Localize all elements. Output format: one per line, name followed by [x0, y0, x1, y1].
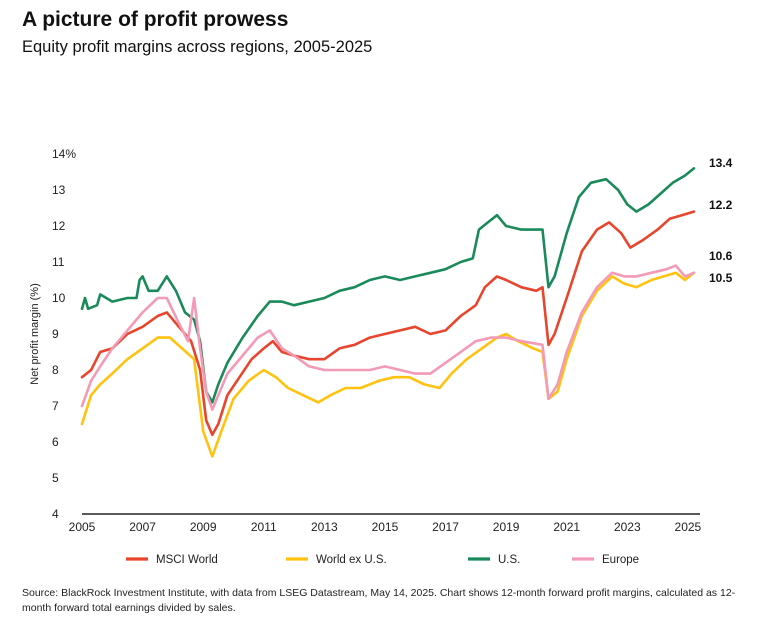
series-line-u-s	[80, 167, 696, 404]
y-tick-label: 5	[52, 471, 59, 485]
end-label: 10.5	[709, 271, 733, 285]
series-line-europe	[80, 264, 696, 411]
x-tick-label: 2021	[553, 520, 580, 534]
x-axis-ticks: 2005 2007 2009 2011 2013 2015 2017 2019 2021 2023…	[69, 520, 702, 534]
legend-label: World ex U.S.	[316, 554, 387, 566]
y-tick-label: 4	[52, 507, 59, 521]
end-label: 12.2	[709, 198, 733, 212]
x-tick-label: 2015	[372, 520, 399, 534]
y-tick-label: 8	[52, 363, 59, 377]
end-label: 10.6	[709, 249, 733, 263]
y-tick-label: 7	[52, 399, 59, 413]
y-tick-label: 11	[52, 255, 65, 269]
y-tick-label: 13	[52, 183, 66, 197]
x-tick-label: 2023	[614, 520, 641, 534]
y-tick-label: 10	[52, 291, 66, 305]
source-note: Source: BlackRock Investment Institute, …	[22, 587, 736, 615]
page-subtitle: Equity profit margins across regions, 20…	[22, 38, 373, 56]
y-axis-ticks: 4 5 6 7 8 9 10 11 12 13 14%	[52, 147, 76, 521]
legend-label: MSCI World	[156, 554, 218, 566]
y-axis-label: Net profit margin (%)	[29, 283, 41, 384]
page-title: A picture of profit prowess	[22, 8, 289, 31]
x-tick-label: 2009	[190, 520, 217, 534]
y-tick-label: 14%	[52, 147, 76, 161]
x-tick-label: 2025	[675, 520, 702, 534]
y-tick-label: 6	[52, 435, 59, 449]
legend-label: U.S.	[498, 554, 520, 566]
x-tick-label: 2011	[251, 520, 277, 534]
series-line-world-ex-u-s	[80, 271, 696, 458]
y-tick-label: 12	[52, 219, 66, 233]
x-tick-label: 2017	[432, 520, 459, 534]
x-tick-label: 2005	[69, 520, 96, 534]
series-lines	[80, 167, 696, 458]
end-labels: 12.2 10.5 13.4 10.6	[709, 156, 733, 285]
legend-label: Europe	[602, 554, 639, 566]
y-tick-label: 9	[52, 327, 59, 341]
end-label: 13.4	[709, 156, 733, 170]
x-tick-label: 2019	[493, 520, 520, 534]
series-line-msci-world	[80, 210, 696, 437]
x-tick-label: 2007	[129, 520, 156, 534]
x-tick-label: 2013	[311, 520, 338, 534]
legend: MSCI World World ex U.S. U.S. Europe	[126, 554, 639, 566]
